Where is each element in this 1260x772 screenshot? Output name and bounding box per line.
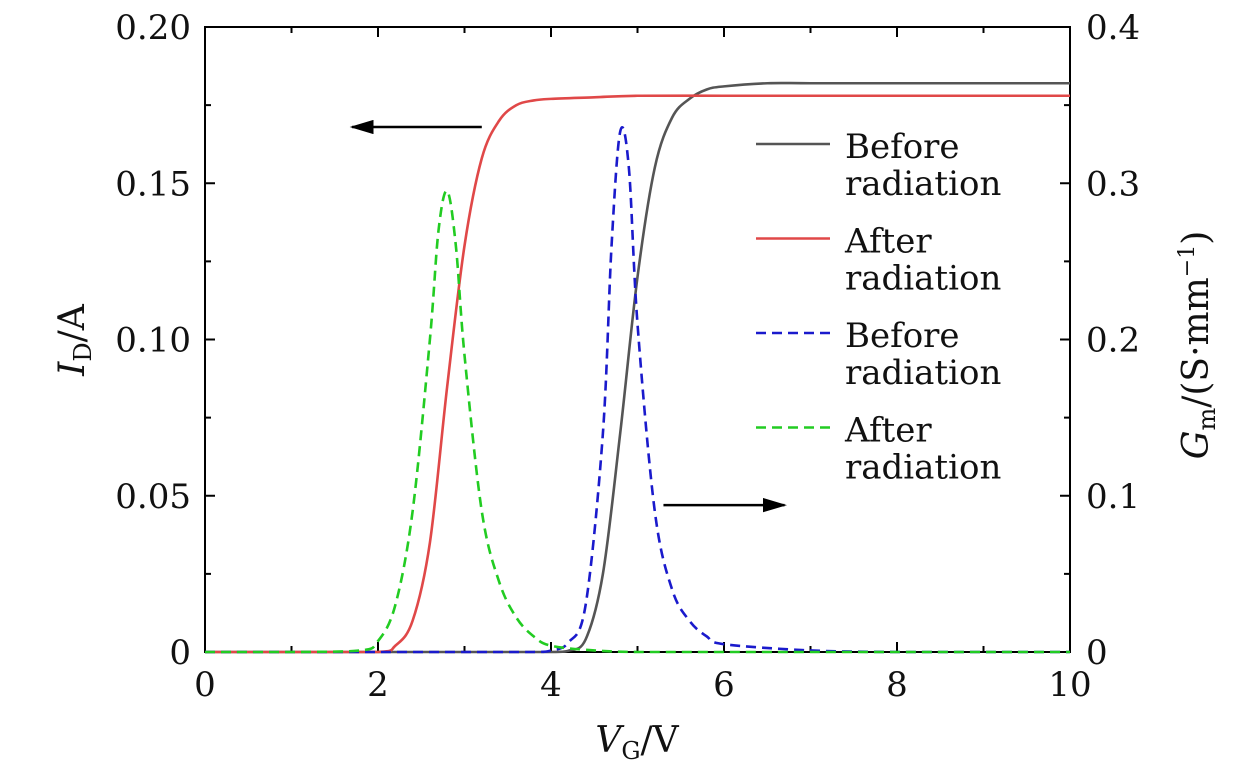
x-tick-label: 2: [367, 665, 389, 705]
legend-label-line1: Before: [845, 127, 960, 167]
x-tick-label: 10: [1048, 665, 1091, 705]
legend-label-line2: radiation: [845, 259, 1001, 299]
annotation-layer: [349, 119, 787, 513]
y-left-tick-label: 0.15: [115, 164, 191, 204]
y-right-tick-label: 0.4: [1086, 8, 1140, 48]
y-right-tick-label: 0.2: [1086, 321, 1140, 361]
legend: BeforeradiationAfterradiationBeforeradia…: [756, 127, 1001, 488]
series-gm-before-radiation: [205, 126, 1070, 654]
y-left-axis-title: ID/A: [52, 303, 97, 377]
y-left-tick-label: 0.20: [115, 8, 191, 48]
x-tick-label: 4: [540, 665, 562, 705]
x-tick-label: 8: [886, 665, 908, 705]
y-left-tick-label: 0: [169, 633, 191, 673]
y-left-tick-label: 0.10: [115, 321, 191, 361]
series-gm-after-radiation: [205, 189, 1070, 654]
legend-label-line1: After: [844, 411, 932, 451]
tick-marks: [204, 26, 1071, 653]
legend-label-line2: radiation: [845, 164, 1001, 204]
legend-label-line2: radiation: [845, 353, 1001, 393]
y-left-tick-label: 0.05: [115, 477, 191, 517]
y-right-tick-label: 0.3: [1086, 164, 1140, 204]
x-axis-title: VG/V: [595, 720, 679, 765]
legend-label-line1: After: [844, 222, 932, 262]
series-layer: [205, 81, 1070, 654]
x-tick-label: 6: [713, 665, 735, 705]
y-right-tick-label: 0: [1086, 633, 1108, 673]
legend-label-line2: radiation: [845, 448, 1001, 488]
series-id-after-radiation: [205, 94, 1070, 654]
x-tick-label: 0: [194, 665, 216, 705]
legend-label-line1: Before: [845, 316, 960, 356]
y-right-axis-title: Gm/(S·mm−1): [1175, 231, 1221, 460]
y-right-tick-label: 0.1: [1086, 477, 1140, 517]
